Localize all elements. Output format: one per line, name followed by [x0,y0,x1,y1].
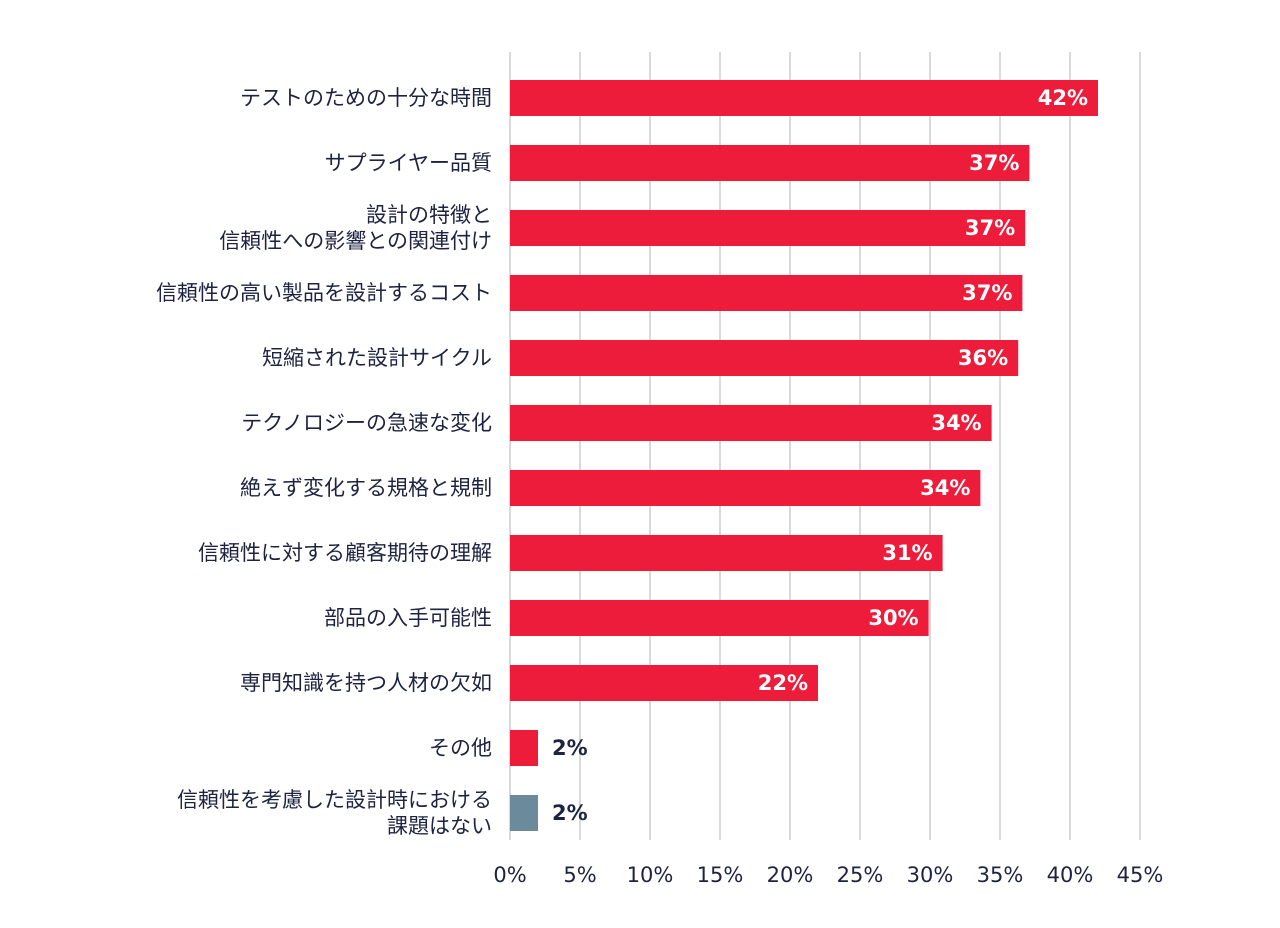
value-label: 2% [552,736,588,760]
x-tick-label: 20% [767,863,814,887]
x-tick-label: 30% [907,863,954,887]
category-label: 絶えず変化する規格と規制 [240,476,492,500]
bar [510,80,1098,116]
value-label: 22% [758,671,808,695]
bar [510,275,1023,311]
category-label: テクノロジーの急速な変化 [241,411,492,435]
bar [510,470,981,506]
value-label: 34% [931,411,981,435]
category-label: テストのための十分な時間 [240,86,492,110]
category-label: 短縮された設計サイクル [262,346,492,370]
x-tick-label: 45% [1117,863,1164,887]
x-tick-label: 35% [977,863,1024,887]
value-label: 37% [969,151,1019,175]
bar [510,145,1030,181]
value-label: 42% [1038,86,1088,110]
bar [510,600,929,636]
bar [510,405,992,441]
category-label: サプライヤー品質 [324,151,492,175]
x-tick-label: 25% [837,863,884,887]
category-label: 信頼性を考慮した設計時における 課題はない [177,788,492,838]
bar [510,210,1026,246]
x-tick-label: 5% [563,863,596,887]
value-label: 2% [552,801,588,825]
x-tick-label: 40% [1047,863,1094,887]
category-label: その他 [429,736,492,760]
bar [510,340,1019,376]
bar [510,535,943,571]
category-label: 信頼性の高い製品を設計するコスト [156,281,492,305]
bar [510,730,538,766]
bar [510,665,818,701]
value-label: 36% [958,346,1008,370]
value-label: 37% [965,216,1015,240]
value-label: 37% [962,281,1012,305]
bar [510,795,538,831]
category-label: 信頼性に対する顧客期待の理解 [198,541,492,565]
value-label: 34% [920,476,970,500]
value-label: 30% [868,606,918,630]
x-tick-label: 10% [627,863,674,887]
category-label: 部品の入手可能性 [324,606,492,630]
value-label: 31% [882,541,932,565]
x-tick-label: 0% [493,863,526,887]
category-label: 設計の特徴と 信頼性への影響との関連付け [219,203,492,253]
category-label: 専門知識を持つ人材の欠如 [240,671,492,695]
x-tick-label: 15% [697,863,744,887]
